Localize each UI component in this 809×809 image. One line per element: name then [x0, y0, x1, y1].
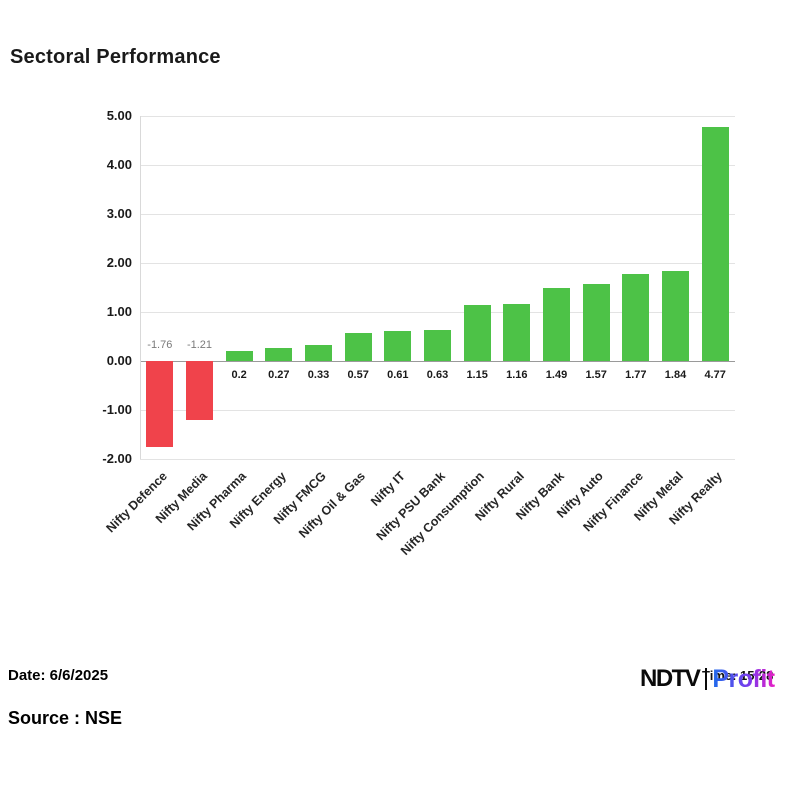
bar — [622, 274, 650, 361]
y-axis-tick-label: 3.00 — [106, 206, 132, 221]
bar-value-label: 0.63 — [426, 369, 449, 381]
gridline — [140, 262, 735, 264]
bar — [543, 287, 570, 361]
bar-value-label: 1.77 — [625, 369, 647, 381]
gridline — [140, 115, 735, 117]
bar — [463, 304, 491, 361]
logo-divider — [705, 668, 708, 690]
y-axis-tick-label: 5.00 — [106, 108, 132, 123]
source-label: Source : NSE — [8, 708, 123, 728]
zero-gridline — [140, 360, 735, 362]
bar — [424, 330, 451, 361]
bar — [503, 304, 531, 361]
y-axis-tick-label: 0.00 — [106, 353, 132, 368]
bar-value-label: -1.76 — [147, 339, 173, 351]
gridline — [140, 311, 735, 313]
bar-value-label: 1.49 — [545, 369, 568, 381]
date-label: Date: 6/6/2025 — [8, 667, 109, 684]
bar-value-label: 0.61 — [387, 369, 409, 381]
bar-value-label: 4.77 — [704, 369, 726, 381]
bar — [305, 344, 332, 361]
bar — [384, 331, 412, 361]
ndtv-profit-logo: NDTV Profit — [640, 663, 775, 695]
bar — [146, 361, 174, 448]
gridline — [140, 213, 735, 215]
y-axis-tick-label: 1.00 — [106, 304, 132, 319]
bar — [662, 270, 689, 361]
y-axis-tick-label: 4.00 — [106, 157, 132, 172]
bar-value-label: 0.57 — [347, 369, 369, 381]
y-axis-tick-label: -1.00 — [102, 402, 132, 417]
y-axis-tick-label: 2.00 — [106, 255, 132, 270]
bar-value-label: 1.57 — [585, 369, 607, 381]
profit-logo-text: Profit — [712, 664, 775, 693]
bar-value-label: 0.33 — [307, 369, 330, 381]
bar — [701, 127, 729, 361]
bar — [344, 333, 372, 361]
gridline — [140, 458, 735, 460]
bar-value-label: 0.2 — [231, 369, 247, 381]
bar — [186, 361, 213, 421]
bar — [265, 347, 293, 361]
bar-value-label: -1.21 — [186, 339, 213, 351]
bar — [582, 284, 610, 361]
bar-value-label: 1.16 — [506, 369, 528, 381]
y-axis-tick-label: -2.00 — [102, 451, 132, 466]
chart-title: Sectoral Performance — [10, 46, 221, 68]
bar — [225, 351, 253, 361]
y-axis-line — [140, 116, 141, 459]
time-label: Time: 15:28 — [702, 668, 773, 683]
ndtv-logo-text: NDTV — [640, 665, 701, 692]
bar-value-label: 1.15 — [466, 369, 488, 381]
bar-value-label: 1.84 — [664, 369, 687, 381]
gridline — [140, 164, 735, 166]
gridline — [140, 409, 735, 411]
bar-value-label: 0.27 — [268, 369, 290, 381]
